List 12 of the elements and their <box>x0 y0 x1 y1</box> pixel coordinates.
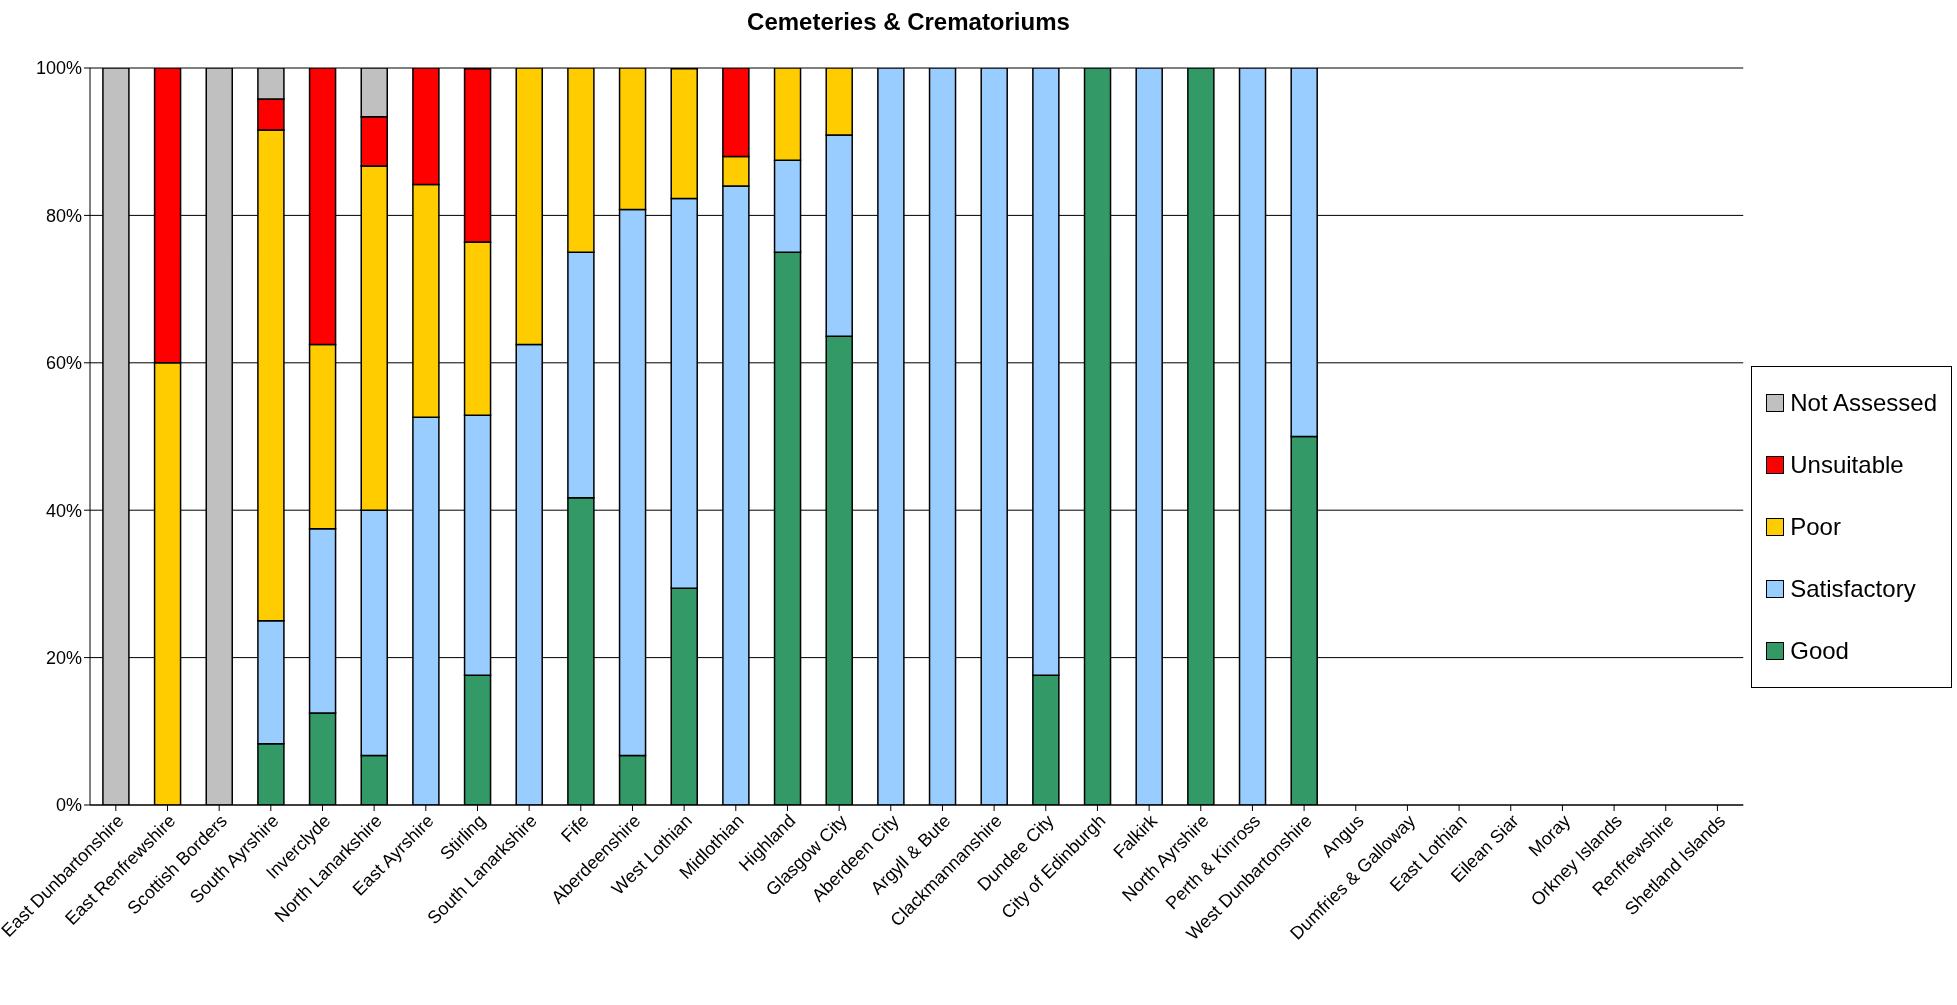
legend-label: Unsuitable <box>1790 450 1904 479</box>
legend-label: Not Assessed <box>1790 388 1937 417</box>
chart-title: Cemeteries & Crematoriums <box>746 7 1071 37</box>
y-tick-label: 60% <box>45 353 82 374</box>
y-tick-label: 0% <box>55 795 82 816</box>
y-tick-label: 20% <box>45 647 82 668</box>
legend-label: Satisfactory <box>1790 574 1916 603</box>
y-tick-label: 100% <box>35 58 82 79</box>
legend-label: Good <box>1790 636 1849 665</box>
legend-label: Poor <box>1790 512 1841 541</box>
y-tick-label: 40% <box>45 500 82 521</box>
y-tick-label: 80% <box>45 205 82 226</box>
